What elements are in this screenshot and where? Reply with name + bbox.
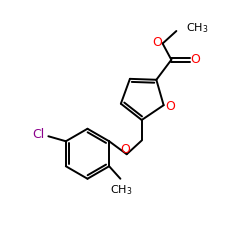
Text: O: O	[191, 53, 200, 66]
Text: O: O	[120, 143, 130, 156]
Text: O: O	[152, 36, 162, 49]
Text: CH$_3$: CH$_3$	[110, 183, 133, 197]
Text: O: O	[165, 100, 175, 113]
Text: Cl: Cl	[32, 128, 44, 141]
Text: CH$_3$: CH$_3$	[186, 22, 208, 36]
